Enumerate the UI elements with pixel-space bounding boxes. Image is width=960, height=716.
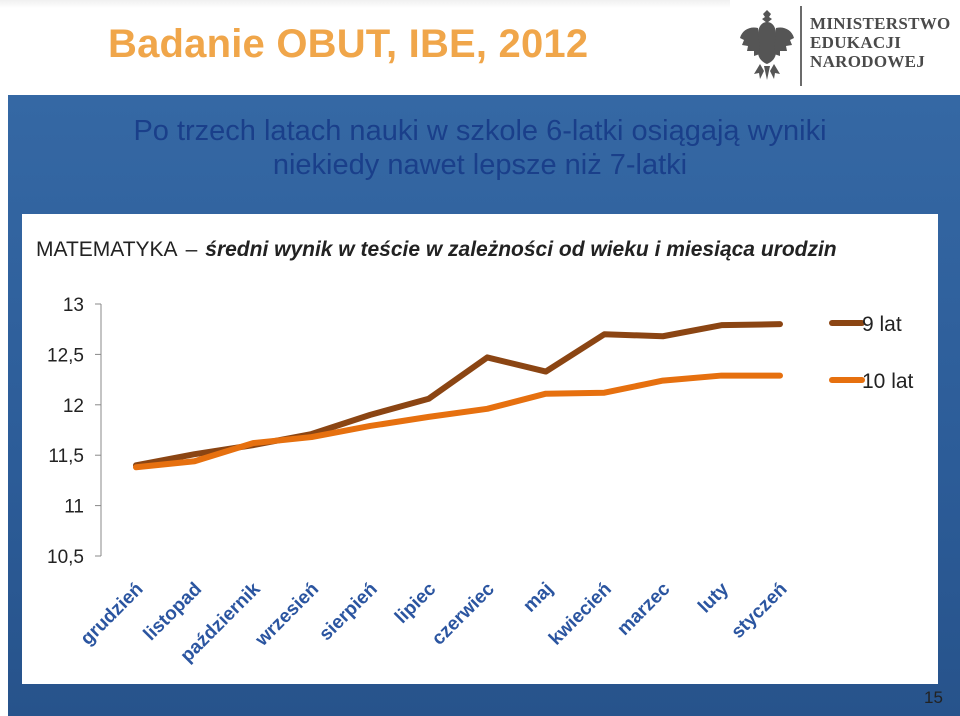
slide-header: Badanie OBUT, IBE, 2012 xyxy=(108,22,589,66)
logo-line: NARODOWEJ xyxy=(810,52,926,71)
logo-text: MINISTERSTWO EDUKACJI NARODOWEJ xyxy=(810,14,951,71)
chart-title-dash: – xyxy=(185,238,198,261)
logo-line: MINISTERSTWO xyxy=(810,14,951,33)
chart-title: MATEMATYKA – średni wynik w teście w zależ… xyxy=(36,238,837,262)
chart-panel xyxy=(22,214,938,684)
eagle-emblem-icon xyxy=(740,10,794,80)
chart-subtitle: średni wynik w teście w zależności od wi… xyxy=(205,238,837,261)
page-number: 15 xyxy=(924,688,943,707)
title-line-2: niekiedy nawet lepsze niż 7-latki xyxy=(272,149,688,181)
logo-line: EDUKACJI xyxy=(810,33,902,52)
ministry-logo: MINISTERSTWO EDUKACJI NARODOWEJ xyxy=(738,4,956,86)
chart-subject: MATEMATYKA xyxy=(36,238,178,261)
logo-divider xyxy=(800,6,802,86)
slide-title: Po trzech latach nauki w szkole 6-latki … xyxy=(0,100,960,210)
title-line-1: Po trzech latach nauki w szkole 6-latki … xyxy=(133,115,827,147)
header-shadow xyxy=(0,0,730,8)
